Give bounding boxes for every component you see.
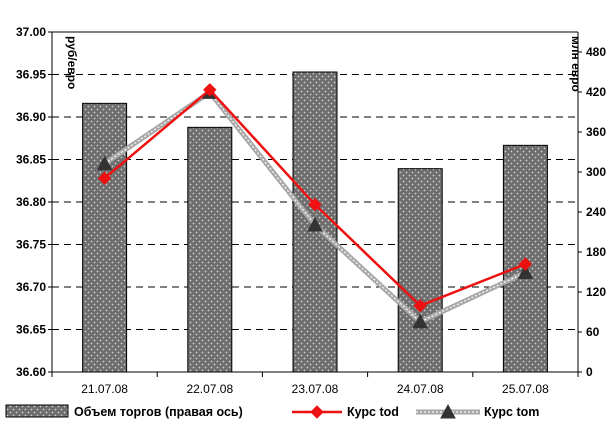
bar-volume — [82, 102, 128, 373]
y-left-tick-label: 36.70 — [16, 280, 46, 294]
y-right-tick-label: 420 — [586, 85, 606, 99]
legend-label-volume: Объем торгов (правая ось) — [74, 405, 243, 419]
legend-label-tod: Курс tod — [347, 405, 399, 419]
y-right-tick-label: 480 — [586, 45, 606, 59]
x-tick-label: 24.07.08 — [397, 382, 444, 396]
marker-diamond — [203, 83, 217, 97]
y-right-tick-label: 360 — [586, 125, 606, 139]
marker-triangle — [307, 216, 323, 232]
y-left-tick-label: 36.80 — [16, 195, 46, 209]
axes — [48, 31, 582, 377]
x-tick-label: 25.07.08 — [502, 382, 549, 396]
legend-swatch-volume — [5, 404, 69, 418]
marker-diamond — [308, 197, 322, 212]
bar-volume — [397, 168, 443, 373]
lines — [96, 83, 534, 329]
y-right-tick-label: 300 — [586, 165, 606, 179]
y-right-tick-label: 0 — [586, 365, 593, 379]
y-left-tick-label: 36.65 — [16, 323, 46, 337]
x-tick-label: 21.07.08 — [81, 382, 128, 396]
marker-triangle — [517, 264, 534, 280]
y-right-tick-label: 240 — [586, 205, 606, 219]
y-left-tick-label: 36.85 — [16, 153, 46, 167]
y-left-tick-label: 37.00 — [16, 25, 46, 39]
legend-label-tom: Курс tom — [484, 405, 539, 419]
marker-triangle — [96, 155, 113, 171]
x-tick-label: 22.07.08 — [186, 382, 233, 396]
tick-labels: 36.60 36.65 36.70 36.75 36.80 36.85 36.90 36.95… — [16, 25, 606, 396]
marker-triangle — [412, 313, 429, 329]
bar-volume — [187, 126, 233, 373]
y-right-tick-label: 180 — [586, 245, 606, 259]
marker-diamond — [97, 171, 112, 185]
marker-diamond — [310, 405, 324, 419]
marker-diamond — [413, 298, 427, 313]
marker-triangle — [440, 403, 456, 419]
y-left-tick-label: 36.75 — [16, 238, 46, 252]
y-axis-right-title: млн евро — [569, 36, 583, 92]
y-axis-left-title: руб/евро — [65, 36, 79, 89]
y-right-tick-label: 60 — [586, 325, 600, 339]
marker-diamond — [518, 257, 533, 271]
y-left-tick-label: 36.60 — [16, 365, 46, 379]
bars-volume — [82, 71, 548, 373]
y-right-tick-label: 120 — [586, 285, 606, 299]
legend: Объем торгов (правая ось) Курс tod Курс to… — [5, 403, 539, 419]
x-tick-label: 23.07.08 — [292, 382, 339, 396]
y-left-tick-label: 36.90 — [16, 110, 46, 124]
y-left-tick-label: 36.95 — [16, 68, 46, 82]
